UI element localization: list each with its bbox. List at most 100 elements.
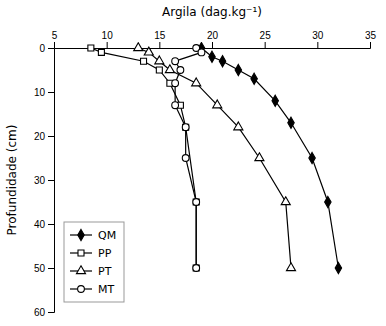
series bbox=[88, 45, 199, 271]
point bbox=[281, 197, 290, 205]
legend-symbol bbox=[78, 286, 85, 293]
x-tick-label: 15 bbox=[154, 30, 166, 41]
point bbox=[325, 196, 331, 207]
plot: 5 10 15 20 25 30 35 0 10 20 30 40 50 60 QM PP PT MT bbox=[34, 30, 377, 318]
point bbox=[182, 124, 189, 131]
legend: QM PP PT MT bbox=[64, 222, 124, 302]
series bbox=[134, 43, 296, 271]
x-tick: 25 bbox=[260, 30, 272, 48]
y-tick-mark bbox=[48, 180, 54, 181]
x-axis: 5 10 15 20 25 30 35 bbox=[52, 30, 377, 49]
y-tick-mark bbox=[48, 48, 54, 49]
y-tick: 60 bbox=[34, 307, 54, 318]
y-tick-label: 10 bbox=[34, 87, 46, 98]
point bbox=[134, 43, 143, 51]
x-tick-label: 20 bbox=[207, 30, 219, 41]
point bbox=[335, 262, 341, 273]
point bbox=[88, 45, 94, 51]
legend-label: QM bbox=[98, 229, 116, 242]
y-tick: 50 bbox=[34, 263, 54, 274]
y-tick-mark bbox=[48, 92, 54, 93]
x-tick-label: 10 bbox=[102, 30, 114, 41]
series bbox=[198, 42, 341, 273]
point bbox=[155, 56, 164, 64]
y-tick: 40 bbox=[34, 219, 54, 230]
point bbox=[165, 65, 174, 73]
x-tick: 20 bbox=[207, 30, 219, 48]
legend-item: PT bbox=[70, 265, 112, 278]
point bbox=[193, 199, 199, 205]
point bbox=[213, 100, 222, 108]
x-tick-mark bbox=[370, 42, 371, 48]
x-tick-label: 25 bbox=[260, 30, 272, 41]
point bbox=[234, 122, 243, 130]
point bbox=[141, 58, 147, 64]
x-tick: 10 bbox=[102, 30, 114, 48]
legend-label: PP bbox=[98, 247, 112, 260]
legend-item: QM bbox=[70, 229, 116, 242]
series-line bbox=[138, 48, 291, 268]
y-tick-label: 30 bbox=[34, 175, 46, 186]
point bbox=[177, 67, 184, 74]
point bbox=[182, 155, 189, 162]
series-line bbox=[91, 48, 196, 268]
y-tick-mark bbox=[48, 312, 54, 313]
legend-label: MT bbox=[98, 283, 114, 296]
legend-symbol bbox=[76, 266, 85, 274]
y-tick-mark bbox=[48, 224, 54, 225]
x-tick-label: 35 bbox=[365, 30, 377, 41]
point bbox=[156, 67, 162, 73]
point bbox=[209, 51, 215, 62]
x-tick: 15 bbox=[154, 30, 166, 48]
y-tick-label: 50 bbox=[34, 263, 46, 274]
legend-item: PP bbox=[70, 247, 112, 260]
y-axis-title: Profundidade (cm) bbox=[5, 125, 19, 236]
x-tick-mark bbox=[212, 42, 213, 48]
y-tick-mark bbox=[48, 268, 54, 269]
y-tick-label: 20 bbox=[34, 131, 46, 142]
legend-item: MT bbox=[70, 283, 114, 296]
x-tick-mark bbox=[317, 42, 318, 48]
legend-box bbox=[64, 222, 124, 302]
point bbox=[172, 102, 179, 109]
x-tick: 30 bbox=[312, 30, 324, 48]
x-tick-mark bbox=[159, 42, 160, 48]
point bbox=[193, 265, 200, 272]
legend-label: PT bbox=[98, 265, 112, 278]
point bbox=[193, 265, 199, 271]
y-axis-line bbox=[48, 49, 55, 313]
y-tick-label: 40 bbox=[34, 219, 46, 230]
point bbox=[219, 56, 225, 67]
marks bbox=[88, 42, 342, 273]
legend-symbol bbox=[78, 229, 84, 240]
y-tick-label: 60 bbox=[34, 307, 46, 318]
y-tick: 20 bbox=[34, 131, 54, 142]
point bbox=[98, 49, 104, 55]
legend-symbol bbox=[78, 250, 84, 256]
point bbox=[192, 78, 201, 86]
x-tick-mark bbox=[265, 42, 266, 48]
point bbox=[286, 263, 295, 271]
x-tick-label: 5 bbox=[52, 30, 58, 41]
series bbox=[172, 45, 205, 272]
point bbox=[255, 153, 264, 161]
y-tick: 30 bbox=[34, 175, 54, 186]
point bbox=[251, 73, 257, 84]
point bbox=[144, 47, 153, 55]
y-tick: 0 bbox=[39, 43, 54, 54]
y-axis: 0 10 20 30 40 50 60 bbox=[34, 43, 55, 318]
point bbox=[172, 58, 179, 65]
y-tick-label: 0 bbox=[39, 43, 45, 54]
point bbox=[183, 124, 189, 130]
series-line bbox=[201, 48, 338, 268]
point bbox=[172, 80, 179, 87]
y-tick-mark bbox=[48, 136, 54, 137]
point bbox=[288, 117, 294, 128]
point bbox=[272, 95, 278, 106]
x-axis-line bbox=[55, 42, 371, 49]
x-tick-label: 30 bbox=[312, 30, 324, 41]
point bbox=[193, 199, 200, 206]
x-tick-mark bbox=[54, 42, 55, 48]
x-tick: 5 bbox=[52, 30, 58, 48]
x-axis-title: Argila (dag.kg⁻¹) bbox=[162, 5, 262, 19]
